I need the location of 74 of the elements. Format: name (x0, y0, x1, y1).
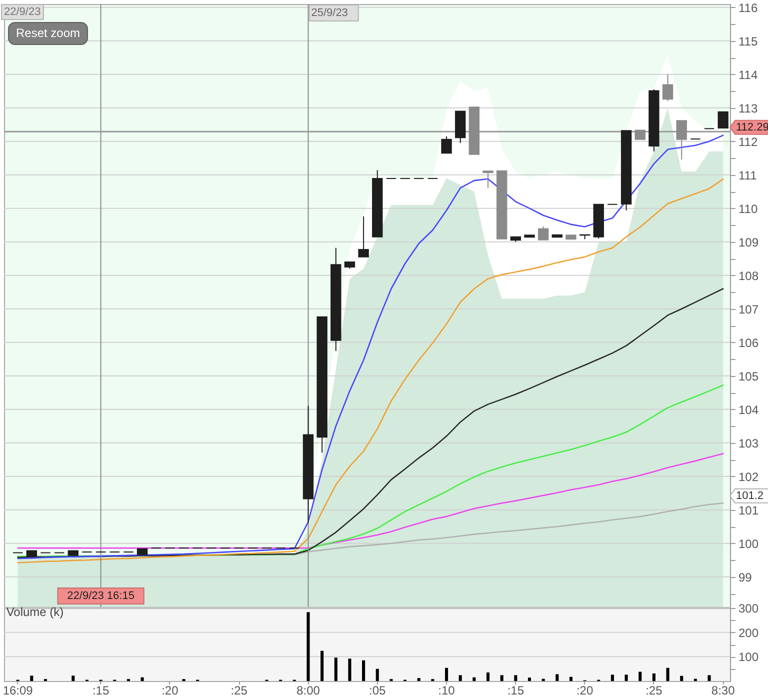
y-tick-label: 110 (738, 202, 758, 216)
x-tick-label: :20 (576, 684, 594, 698)
x-tick-label: :25 (646, 684, 663, 698)
bar (417, 678, 420, 681)
reset-zoom-button[interactable]: Reset zoom (8, 22, 88, 45)
chart-title: Volume (k) (6, 605, 64, 619)
bar (528, 678, 532, 681)
y-tick-label: 104 (738, 402, 759, 417)
bar (472, 677, 476, 681)
bar (652, 673, 656, 681)
y-tick-label: 200 (738, 626, 759, 640)
y-tick-label: 103 (738, 436, 759, 450)
bar (306, 612, 310, 681)
bar (458, 675, 462, 681)
x-tick-label: 16:09 (2, 684, 34, 698)
bar (320, 650, 324, 681)
bar (610, 674, 614, 681)
x-tick-label: :15 (507, 684, 524, 698)
x-tick-label: :20 (162, 684, 179, 698)
x-tick-label: 8:30 (711, 684, 736, 698)
y-tick-label: 99 (738, 570, 752, 584)
bar (666, 668, 670, 681)
annotation: 22/9/23 (1, 4, 44, 20)
bar (376, 668, 379, 681)
y-tick-label: 111 (738, 168, 758, 182)
bar (624, 674, 628, 681)
data-label: 101.2 (736, 490, 764, 502)
bar (680, 676, 684, 681)
bar (72, 676, 75, 681)
y-tick-label: 100 (738, 536, 759, 551)
bar (444, 668, 448, 681)
x-tick-label: :05 (369, 684, 386, 698)
y-tick-label: 112 (738, 134, 758, 149)
candlestick (538, 226, 549, 240)
x-tick-label: :25 (230, 684, 248, 698)
ref-line-label: 22/9/23 16:15 (67, 590, 134, 602)
y-tick-label: 113 (738, 101, 758, 116)
bar (362, 660, 366, 681)
candlestick (676, 120, 687, 160)
bar (708, 675, 711, 681)
candlestick (662, 74, 674, 102)
y-tick-label: 107 (738, 302, 759, 316)
candlestick (441, 136, 452, 154)
x-tick-label: :15 (92, 684, 110, 698)
bar (638, 672, 642, 681)
bar (556, 674, 559, 681)
candlestick (718, 111, 728, 128)
ref-line-label: 112.29 (736, 121, 768, 134)
ref-line-label: 25/9/23 (311, 7, 348, 19)
y-tick-label: 114 (738, 68, 758, 82)
y-tick-label: 116 (738, 0, 758, 15)
bar (500, 675, 504, 681)
x-tick-label: :10 (438, 684, 456, 698)
y-tick-label: 108 (738, 268, 759, 283)
candlestick (482, 170, 494, 188)
candlestick (634, 130, 646, 140)
bar (514, 675, 518, 681)
bar (30, 676, 34, 681)
y-tick-label: 102 (738, 470, 759, 484)
bar (486, 672, 490, 681)
x-tick-label: 8:00 (296, 684, 320, 698)
y-tick-label: 106 (738, 336, 759, 350)
y-tick-label: 105 (738, 369, 759, 384)
y-tick-label: 101 (738, 503, 759, 518)
candlestick (358, 216, 369, 258)
y-tick-label: 300 (738, 602, 759, 616)
bar (569, 676, 572, 681)
y-tick-label: 100 (738, 650, 759, 664)
bar (334, 658, 338, 681)
y-tick-label: 115 (738, 34, 758, 48)
bar (348, 658, 352, 681)
line-series (17, 288, 724, 558)
y-tick-label: 109 (738, 235, 759, 250)
bar (140, 677, 144, 681)
